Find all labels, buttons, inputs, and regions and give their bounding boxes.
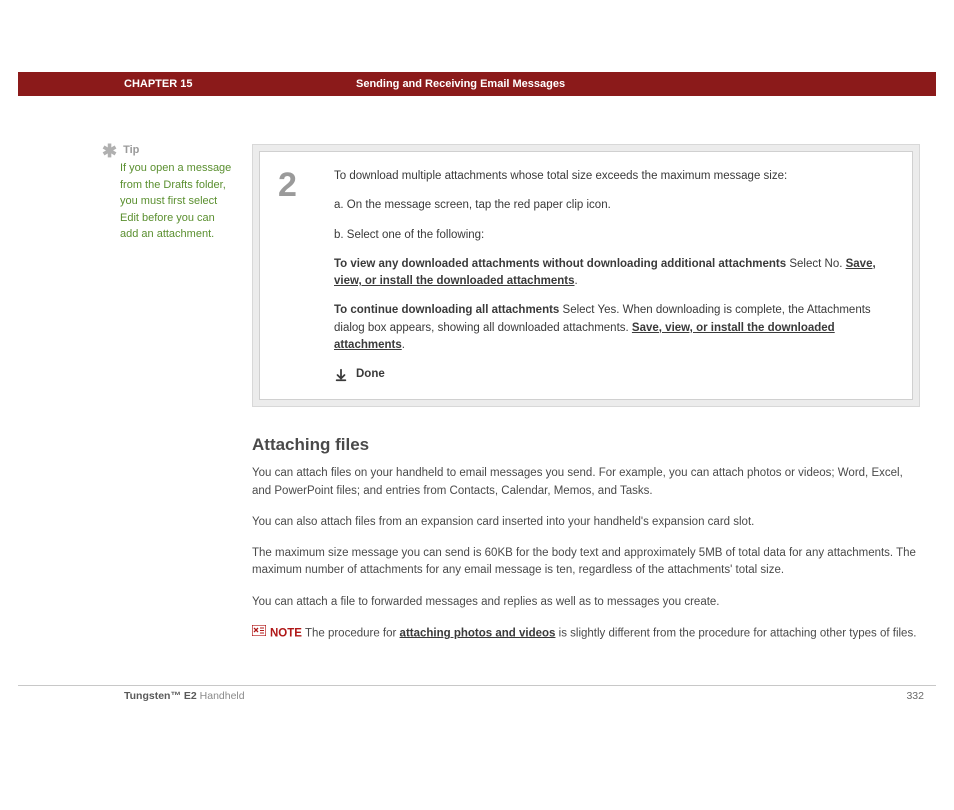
- section-p2: You can also attach files from an expans…: [252, 514, 920, 531]
- product-bold: Tungsten™ E2: [124, 690, 197, 702]
- section-heading: Attaching files: [252, 435, 920, 455]
- chapter-title: Sending and Receiving Email Messages: [356, 78, 565, 90]
- tip-text: If you open a message from the Drafts fo…: [120, 160, 232, 243]
- note-after: is slightly different from the procedure…: [555, 627, 916, 639]
- note-link[interactable]: attaching photos and videos: [400, 627, 556, 639]
- sidebar-tip: ✱ Tip If you open a message from the Dra…: [18, 144, 252, 657]
- page-footer: Tungsten™ E2 Handheld 332: [18, 685, 936, 702]
- note-row: NOTE The procedure for attaching photos …: [252, 625, 920, 643]
- main-content: 2 To download multiple attachments whose…: [252, 144, 936, 657]
- step-a: a. On the message screen, tap the red pa…: [334, 197, 894, 214]
- opt1-end: .: [574, 275, 577, 287]
- chapter-number: CHAPTER 15: [124, 78, 356, 90]
- step-box: 2 To download multiple attachments whose…: [252, 144, 920, 407]
- done-arrow-icon: [334, 368, 348, 382]
- note-label: NOTE: [270, 627, 302, 639]
- opt2-lead: To continue downloading all attachments: [334, 304, 559, 316]
- section-p3: The maximum size message you can send is…: [252, 545, 920, 580]
- step-intro: To download multiple attachments whose t…: [334, 168, 894, 185]
- step-b: b. Select one of the following:: [334, 227, 894, 244]
- tip-label: Tip: [123, 144, 139, 156]
- note-before: The procedure for: [302, 627, 400, 639]
- section-p4: You can attach a file to forwarded messa…: [252, 594, 920, 611]
- product-light: Handheld: [197, 690, 245, 702]
- page-number: 332: [906, 690, 924, 702]
- step-number: 2: [278, 168, 316, 383]
- note-icon: [252, 625, 266, 642]
- opt1-mid: Select No.: [786, 258, 845, 270]
- step-option-2: To continue downloading all attachments …: [334, 302, 894, 354]
- step-option-1: To view any downloaded attachments witho…: [334, 256, 894, 291]
- section-p1: You can attach files on your handheld to…: [252, 465, 920, 500]
- done-label: Done: [356, 366, 385, 383]
- chapter-header: CHAPTER 15 Sending and Receiving Email M…: [18, 72, 936, 96]
- done-row: Done: [334, 366, 894, 383]
- opt1-lead: To view any downloaded attachments witho…: [334, 258, 786, 270]
- opt2-end: .: [402, 339, 405, 351]
- product-name: Tungsten™ E2 Handheld: [124, 690, 245, 702]
- tip-asterisk-icon: ✱: [102, 144, 117, 158]
